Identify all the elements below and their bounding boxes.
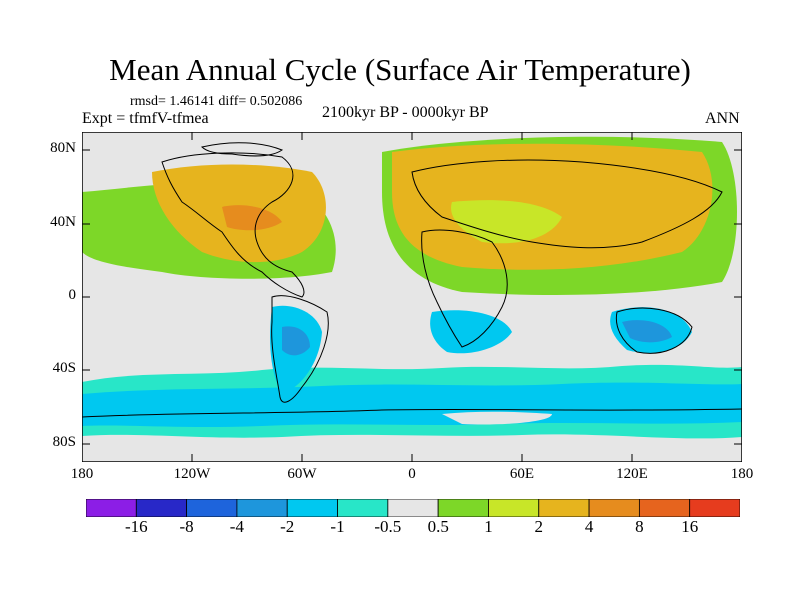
colorbar-label: -1 [330, 517, 345, 536]
colorbar-swatch [437, 499, 489, 517]
lat-label-80s: 80S [52, 434, 76, 450]
southern-cooling [270, 305, 692, 394]
lon-label-60e: 60E [509, 466, 535, 482]
season-label: ANN [705, 110, 740, 127]
lat-label-0: 0 [68, 287, 77, 303]
northern-warming [82, 136, 737, 295]
lon-label-120w: 120W [173, 466, 211, 482]
lat-label-40n: 40N [50, 214, 76, 230]
colorbar-swatch [286, 499, 338, 517]
colorbar-swatch [588, 499, 640, 517]
colorbar-label: 16 [681, 517, 699, 536]
colorbar-swatch [638, 499, 691, 517]
colorbar [86, 499, 740, 517]
colorbar-swatch [538, 499, 590, 517]
lon-label-180e: 180 [730, 466, 754, 482]
colorbar-swatch [689, 499, 740, 517]
colorbar-swatch [186, 499, 238, 517]
colorbar-swatch [488, 499, 540, 517]
colorbar-swatch [86, 499, 137, 517]
colorbar-label: -4 [229, 517, 244, 536]
stats-text: rmsd= 1.46141 diff= 0.502086 [130, 94, 303, 109]
chart-title: Mean Annual Cycle (Surface Air Temperatu… [109, 52, 691, 87]
colorbar-swatch [337, 499, 389, 517]
colorbar-label: 1 [484, 517, 493, 536]
coastlines [82, 142, 742, 418]
colorbar-label: 4 [584, 517, 594, 536]
colorbar-swatch [236, 499, 288, 517]
lon-label-0: 0 [408, 466, 416, 482]
colorbar-label: -8 [179, 517, 194, 536]
period-label: 2100kyr BP - 0000kyr BP [322, 104, 489, 121]
colorbar-swatch [387, 499, 439, 517]
colorbar-label: -16 [124, 517, 148, 536]
temperature-map [82, 132, 742, 462]
colorbar-label: 0.5 [427, 517, 449, 536]
colorbar-label: 2 [534, 517, 544, 536]
lat-label-40s: 40S [52, 360, 76, 376]
map-ticks [82, 132, 742, 462]
lat-label-80n: 80N [50, 140, 76, 156]
lon-label-60w: 60W [287, 466, 317, 482]
colorbar-label: -0.5 [374, 517, 402, 536]
colorbar-swatch [135, 499, 188, 517]
colorbar-label: 8 [635, 517, 644, 536]
lon-label-120e: 120E [616, 466, 648, 482]
colorbar-label: -2 [280, 517, 295, 536]
lon-label-180w: 180 [70, 466, 94, 482]
southern-ocean-band [82, 364, 742, 439]
experiment-label: Expt = tfmfV-tfmea [82, 110, 209, 127]
